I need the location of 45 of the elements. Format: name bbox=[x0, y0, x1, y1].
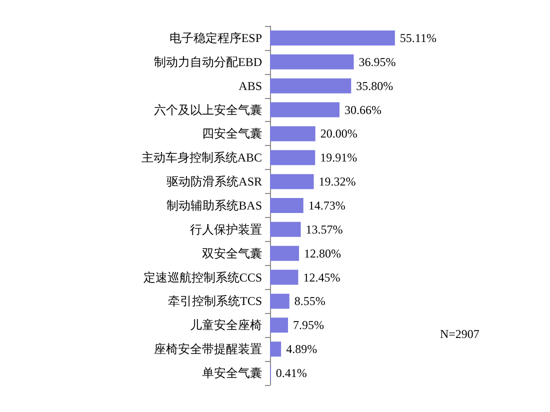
y-tick-label: 电子稳定程序ESP bbox=[169, 30, 262, 45]
data-label: 13.57% bbox=[306, 222, 343, 236]
data-label: 8.55% bbox=[294, 294, 326, 308]
data-label: 19.91% bbox=[320, 150, 358, 165]
bar bbox=[270, 150, 316, 166]
data-label: 20.00% bbox=[320, 126, 358, 141]
bar bbox=[270, 270, 298, 285]
bar bbox=[270, 342, 282, 357]
y-tick-label: 座椅安全带提醒装置 bbox=[154, 342, 262, 356]
data-label: 12.45% bbox=[303, 270, 340, 284]
y-tick-label: ABS bbox=[238, 78, 262, 93]
data-label: 4.89% bbox=[286, 342, 318, 356]
y-tick-label: 双安全气囊 bbox=[202, 246, 262, 260]
bar bbox=[270, 54, 354, 70]
y-tick-label: 单安全气囊 bbox=[202, 366, 262, 380]
data-label: 0.41% bbox=[276, 366, 307, 380]
text: N=2907 bbox=[440, 327, 480, 341]
bar bbox=[270, 198, 304, 213]
data-label: 14.73% bbox=[308, 198, 346, 212]
data-label: 12.80% bbox=[304, 246, 342, 260]
y-tick-label: 主动车身控制系统ABC bbox=[141, 150, 262, 165]
bar bbox=[270, 174, 314, 190]
bar bbox=[270, 222, 301, 237]
data-label: 36.95% bbox=[358, 54, 396, 69]
data-label: 35.80% bbox=[356, 78, 394, 93]
y-tick-label: 六个及以上安全气囊 bbox=[154, 102, 262, 117]
y-tick-label: 儿童安全座椅 bbox=[190, 318, 262, 332]
bar bbox=[270, 246, 300, 261]
data-label: 55.11% bbox=[400, 30, 436, 45]
bar bbox=[270, 30, 395, 46]
bar bbox=[270, 318, 288, 333]
bar bbox=[270, 78, 352, 94]
y-tick-label: 制动力自动分配EBD bbox=[154, 54, 262, 69]
bar bbox=[270, 102, 340, 118]
y-tick-label: 四安全气囊 bbox=[202, 126, 262, 141]
y-tick-label: 定速巡航控制系统CCS bbox=[143, 270, 262, 284]
y-tick-label: 驱动防滑系统ASR bbox=[166, 174, 262, 189]
y-tick-label: 牵引控制系统TCS bbox=[168, 294, 262, 308]
data-label: 7.95% bbox=[293, 318, 324, 332]
data-label: 19.32% bbox=[318, 174, 356, 189]
y-tick-label: 行人保护装置 bbox=[190, 222, 262, 236]
bar bbox=[270, 294, 290, 309]
data-label: 30.66% bbox=[344, 102, 382, 117]
bar bbox=[270, 126, 316, 142]
y-tick-label: 制动辅助系统BAS bbox=[166, 198, 262, 212]
